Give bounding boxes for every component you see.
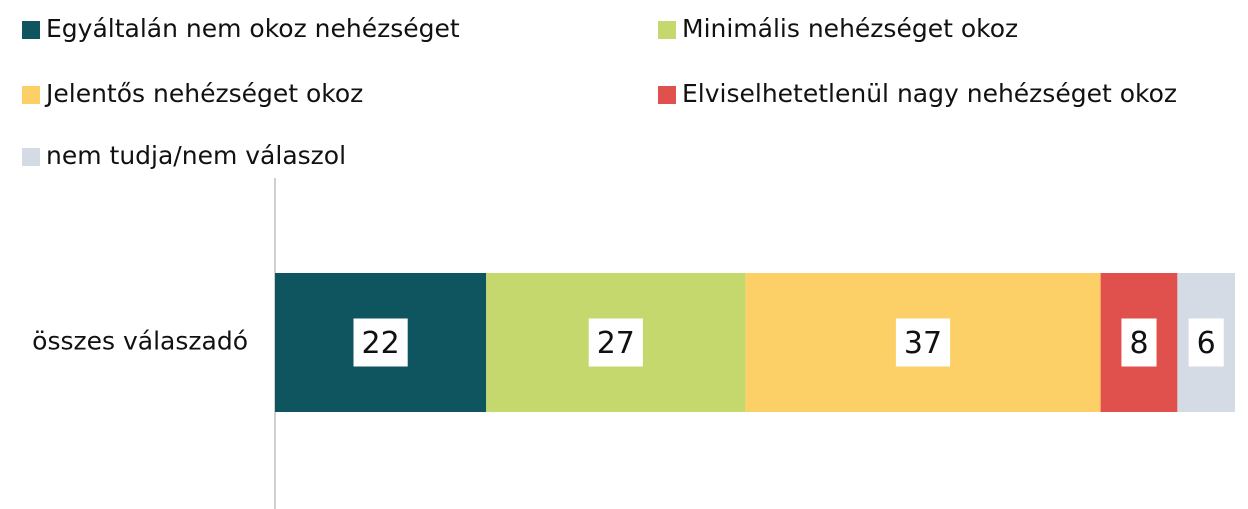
legend-label: Minimális nehézséget okoz bbox=[682, 14, 1018, 43]
value-label-bg bbox=[1121, 318, 1157, 367]
value-label: 22 bbox=[362, 326, 400, 361]
legend-swatch bbox=[22, 86, 40, 104]
category-label: összes válaszadó bbox=[32, 327, 248, 356]
value-label-bg bbox=[588, 318, 643, 367]
legend-swatch bbox=[658, 86, 676, 104]
legend-swatch bbox=[22, 21, 40, 39]
value-label: 37 bbox=[904, 326, 942, 361]
value-label: 6 bbox=[1197, 326, 1216, 361]
value-label-bg bbox=[1188, 318, 1224, 367]
value-label-bg bbox=[353, 318, 408, 367]
value-label: 8 bbox=[1129, 326, 1148, 361]
legend-label: Jelentős nehézséget okoz bbox=[44, 79, 363, 108]
legend-label: Elviselhetetlenül nagy nehézséget okoz bbox=[682, 79, 1177, 108]
legend-swatch bbox=[22, 148, 40, 166]
legend-label: nem tudja/nem válaszol bbox=[46, 141, 346, 170]
legend-swatch bbox=[658, 21, 676, 39]
value-label: 27 bbox=[597, 326, 635, 361]
legend-label: Egyáltalán nem okoz nehézséget bbox=[46, 14, 460, 43]
value-label-bg bbox=[895, 318, 951, 367]
